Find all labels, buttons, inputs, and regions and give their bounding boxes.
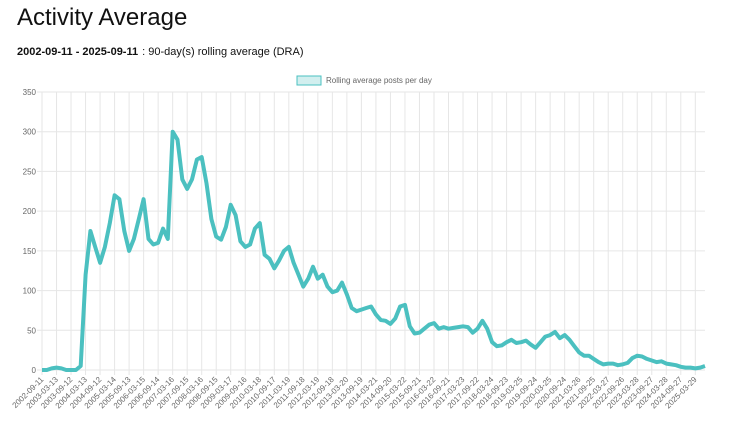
y-tick-label: 0 bbox=[32, 366, 37, 375]
y-tick-label: 350 bbox=[23, 88, 37, 97]
y-tick-label: 150 bbox=[23, 247, 37, 256]
legend-swatch bbox=[296, 75, 322, 86]
description: : 90-day(s) rolling average (DRA) bbox=[142, 46, 304, 58]
y-tick-label: 250 bbox=[23, 167, 37, 176]
legend-label: Rolling average posts per day bbox=[326, 76, 432, 85]
subtitle: 2002-09-11 - 2025-09-11: 90-day(s) rolli… bbox=[17, 46, 304, 58]
y-tick-label: 300 bbox=[23, 128, 37, 137]
date-range: 2002-09-11 - 2025-09-11 bbox=[17, 46, 139, 58]
y-tick-label: 200 bbox=[23, 207, 37, 216]
page-title: Activity Average bbox=[17, 4, 188, 31]
y-tick-label: 100 bbox=[23, 287, 37, 296]
line bbox=[42, 129, 706, 372]
y-tick-label: 50 bbox=[27, 326, 36, 335]
